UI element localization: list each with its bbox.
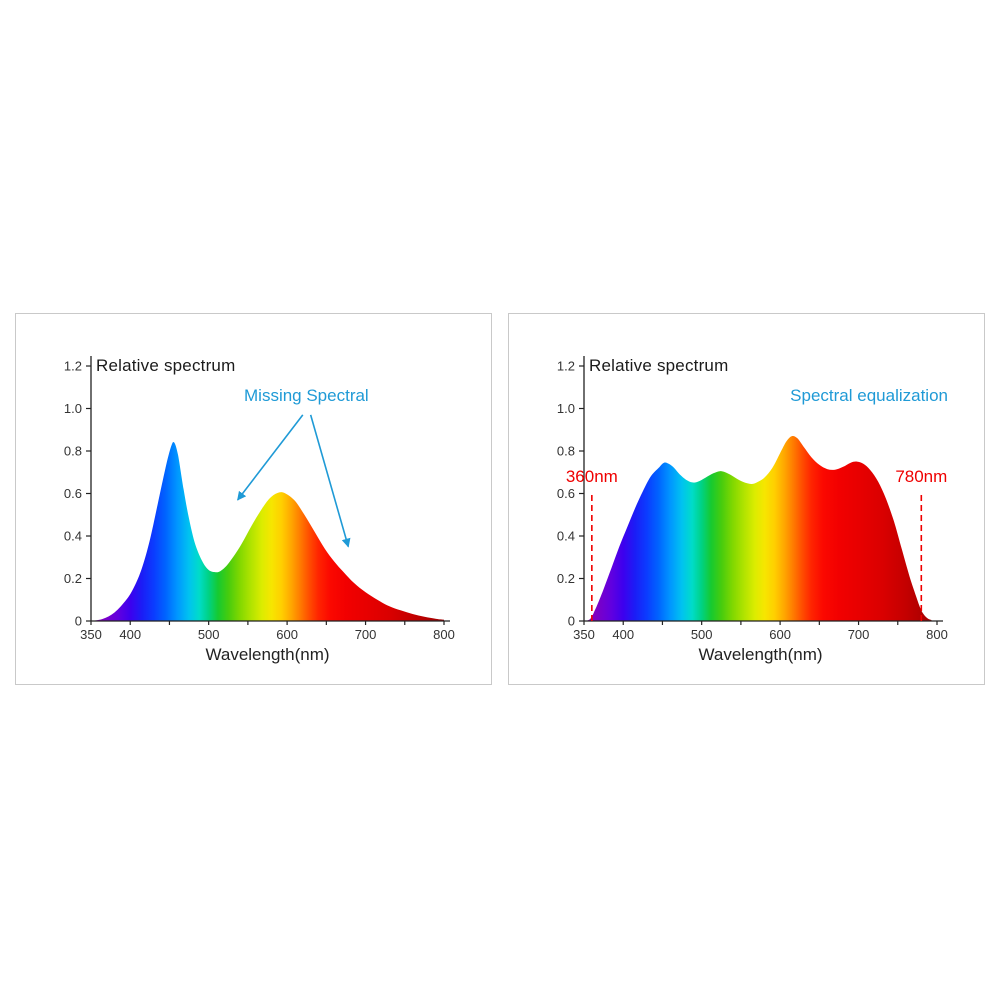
x-tick-label: 400 <box>612 627 634 642</box>
x-tick-label: 350 <box>80 627 102 642</box>
x-tick-label: 700 <box>355 627 377 642</box>
x-axis-label: Wavelength(nm) <box>205 645 330 664</box>
y-tick-label: 1.0 <box>64 401 82 416</box>
annotation-missing-spectral: Missing Spectral <box>244 386 369 405</box>
y-tick-label: 0.4 <box>557 529 575 544</box>
chart-title: Relative spectrum <box>96 356 236 375</box>
chart-panel-missing-spectral: 0 0.2 0.4 0.6 0.8 1.0 1.2 350 400 500 600 700 800 Re… <box>15 313 492 685</box>
x-tick-label: 700 <box>848 627 870 642</box>
y-tick-label: 1.2 <box>557 359 575 374</box>
x-tick-label: 800 <box>433 627 455 642</box>
chart-panel-spectral-equalization: 0 0.2 0.4 0.6 0.8 1.0 1.2 350 400 500 600 700 800 360… <box>508 313 985 685</box>
y-tick-label: 0.2 <box>64 571 82 586</box>
x-tick-label: 800 <box>926 627 948 642</box>
y-tick-label: 0 <box>75 614 82 629</box>
y-tick-label: 0.6 <box>557 486 575 501</box>
y-tick-label: 0 <box>568 614 575 629</box>
x-tick-label: 600 <box>276 627 298 642</box>
y-tick-label: 1.0 <box>557 401 575 416</box>
spectrum-area <box>94 441 444 621</box>
x-tick-label: 500 <box>691 627 713 642</box>
annotation-spectral-equalization: Spectral equalization <box>790 386 948 405</box>
y-tick-label: 0.4 <box>64 529 82 544</box>
y-tick-label: 0.8 <box>64 444 82 459</box>
annotation-arrow <box>309 414 351 548</box>
x-axis-label: Wavelength(nm) <box>698 645 823 664</box>
chart-title: Relative spectrum <box>589 356 729 375</box>
wavelength-marker-label: 360nm <box>566 467 618 486</box>
y-tick-label: 0.6 <box>64 486 82 501</box>
x-tick-label: 400 <box>119 627 141 642</box>
annotation-arrow <box>237 414 304 501</box>
x-tick-label: 350 <box>573 627 595 642</box>
spectrum-area <box>587 435 932 621</box>
y-tick-label: 1.2 <box>64 359 82 374</box>
y-tick-label: 0.8 <box>557 444 575 459</box>
wavelength-marker-label: 780nm <box>895 467 947 486</box>
y-tick-label: 0.2 <box>557 571 575 586</box>
spectrum-chart: 0 0.2 0.4 0.6 0.8 1.0 1.2 350 400 500 600 700 800 <box>64 356 455 642</box>
x-tick-label: 600 <box>769 627 791 642</box>
x-tick-label: 500 <box>198 627 220 642</box>
spectrum-chart: 0 0.2 0.4 0.6 0.8 1.0 1.2 350 400 500 600 700 800 360… <box>557 356 948 642</box>
